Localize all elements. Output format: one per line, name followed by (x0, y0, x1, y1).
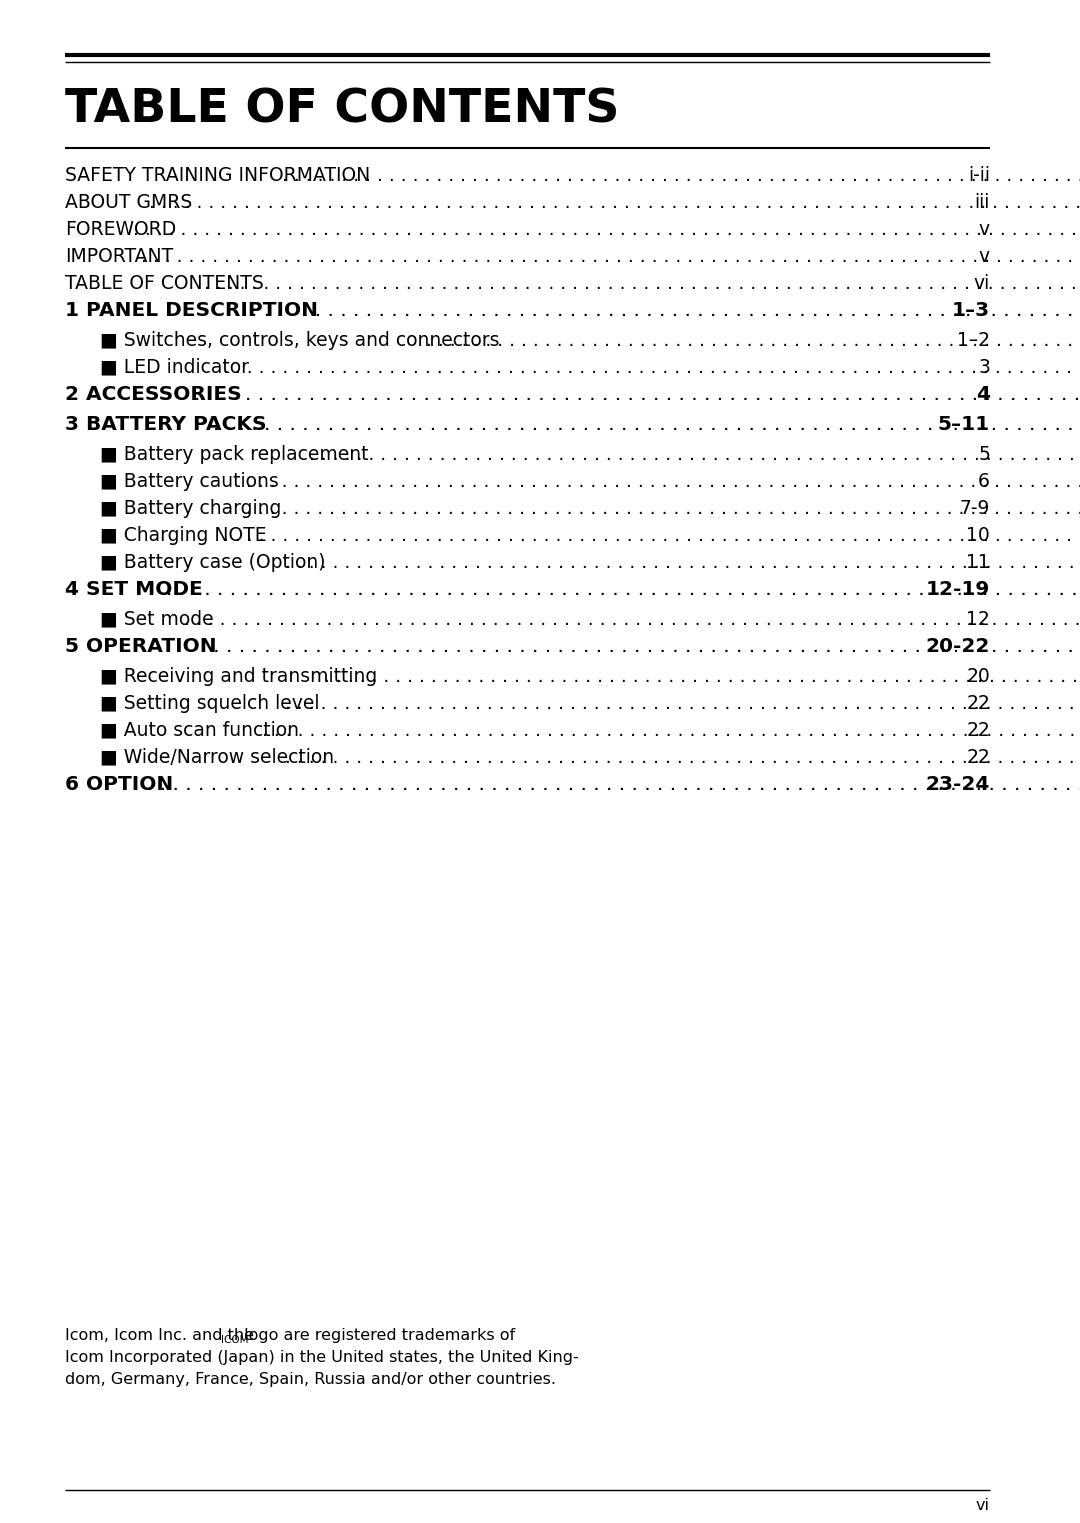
Text: 23-24: 23-24 (926, 775, 990, 793)
Text: . . . . . . . . . . . . . . . . . . . . . . . . . . . . . . . . . . . . . . . . : . . . . . . . . . . . . . . . . . . . . … (285, 553, 1080, 571)
Text: Icom Incorporated (Japan) in the United states, the United King-: Icom Incorporated (Japan) in the United … (65, 1349, 579, 1365)
Text: 6 OPTION: 6 OPTION (65, 775, 173, 793)
Text: . . . . . . . . . . . . . . . . . . . . . . . . . . . . . . . . . . . . . . . . : . . . . . . . . . . . . . . . . . . . . … (282, 166, 1080, 184)
Text: ■ Battery pack replacement: ■ Battery pack replacement (100, 445, 368, 463)
Text: SAFETY TRAINING INFORMATION: SAFETY TRAINING INFORMATION (65, 166, 370, 184)
Text: . . . . . . . . . . . . . . . . . . . . . . . . . . . . . . . . . . . . . . . . : . . . . . . . . . . . . . . . . . . . . … (285, 748, 1080, 766)
Text: 10: 10 (967, 525, 990, 545)
Text: 1–2: 1–2 (957, 330, 990, 349)
Text: . . . . . . . . . . . . . . . . . . . . . . . . . . . . . . . . . . . . . . . . : . . . . . . . . . . . . . . . . . . . . … (141, 247, 1080, 265)
Text: . . . . . . . . . . . . . . . . . . . . . . . . . . . . . . . . . . . . . . . . : . . . . . . . . . . . . . . . . . . . . … (285, 693, 1080, 713)
Text: TABLE OF CONTENTS: TABLE OF CONTENTS (65, 274, 264, 292)
Text: ■ Battery charging: ■ Battery charging (100, 498, 282, 518)
Text: ABOUT GMRS: ABOUT GMRS (65, 192, 192, 212)
Text: . . . . . . . . . . . . . . . . . . . . . . . . . . . . . . . . . . . . . . . . : . . . . . . . . . . . . . . . . . . . . … (147, 775, 1080, 793)
Text: 5: 5 (978, 445, 990, 463)
Text: 11: 11 (967, 553, 990, 571)
Text: 3: 3 (978, 358, 990, 376)
Text: . . . . . . . . . . . . . . . . . . . . . . . . . . . . . . . . . . . . . . . . : . . . . . . . . . . . . . . . . . . . . … (262, 720, 1080, 740)
Text: . . . . . . . . . . . . . . . . . . . . . . . . . . . . . . . . . . . . . . . . : . . . . . . . . . . . . . . . . . . . . … (309, 445, 1080, 463)
Text: 22: 22 (967, 693, 990, 713)
Text: 4: 4 (976, 384, 990, 404)
Text: FOREWORD: FOREWORD (65, 219, 176, 239)
Text: 20-22: 20-22 (926, 637, 990, 655)
Text: 4 SET MODE: 4 SET MODE (65, 579, 203, 599)
Text: . . . . . . . . . . . . . . . . . . . . . . . . . . . . . . . . . . . . . . . . : . . . . . . . . . . . . . . . . . . . . … (213, 414, 1080, 434)
Text: 12-19: 12-19 (926, 579, 990, 599)
Text: 1–3: 1–3 (951, 300, 990, 320)
Text: 22: 22 (967, 720, 990, 740)
Text: . . . . . . . . . . . . . . . . . . . . . . . . . . . . . . . . . . . . . . . . : . . . . . . . . . . . . . . . . . . . . … (251, 300, 1080, 320)
Text: ■ Wide/Narrow selection: ■ Wide/Narrow selection (100, 748, 334, 766)
Text: TABLE OF CONTENTS: TABLE OF CONTENTS (65, 87, 620, 133)
Text: i-ii: i-ii (968, 166, 990, 184)
Text: . . . . . . . . . . . . . . . . . . . . . . . . . . . . . . . . . . . . . . . . : . . . . . . . . . . . . . . . . . . . . … (426, 330, 1080, 349)
Text: ■ Receiving and transmitting: ■ Receiving and transmitting (100, 667, 377, 685)
Text: . . . . . . . . . . . . . . . . . . . . . . . . . . . . . . . . . . . . . . . . : . . . . . . . . . . . . . . . . . . . . … (175, 637, 1080, 655)
Text: v: v (978, 247, 990, 265)
Text: iii: iii (974, 192, 990, 212)
Text: 2 ACCESSORIES: 2 ACCESSORIES (65, 384, 242, 404)
Text: . . . . . . . . . . . . . . . . . . . . . . . . . . . . . . . . . . . . . . . . : . . . . . . . . . . . . . . . . . . . . … (222, 525, 1080, 545)
Text: IMPORTANT: IMPORTANT (65, 247, 173, 265)
Text: . . . . . . . . . . . . . . . . . . . . . . . . . . . . . . . . . . . . . . . . : . . . . . . . . . . . . . . . . . . . . … (204, 274, 1080, 292)
Text: . . . . . . . . . . . . . . . . . . . . . . . . . . . . . . . . . . . . . . . . : . . . . . . . . . . . . . . . . . . . . … (246, 498, 1080, 518)
Text: . . . . . . . . . . . . . . . . . . . . . . . . . . . . . . . . . . . . . . . . : . . . . . . . . . . . . . . . . . . . . … (246, 472, 1080, 490)
Text: . . . . . . . . . . . . . . . . . . . . . . . . . . . . . . . . . . . . . . . . : . . . . . . . . . . . . . . . . . . . . … (222, 358, 1080, 376)
Text: ■ Charging NOTE: ■ Charging NOTE (100, 525, 267, 545)
Text: . . . . . . . . . . . . . . . . . . . . . . . . . . . . . . . . . . . . . . . . : . . . . . . . . . . . . . . . . . . . . … (184, 609, 1080, 629)
Text: 5–11: 5–11 (937, 414, 990, 434)
Text: ■ LED indicator: ■ LED indicator (100, 358, 249, 376)
Text: ■ Auto scan function: ■ Auto scan function (100, 720, 299, 740)
Text: ■ Battery cautions: ■ Battery cautions (100, 472, 279, 490)
Text: ■ Battery case (Option): ■ Battery case (Option) (100, 553, 325, 571)
Text: dom, Germany, France, Spain, Russia and/or other countries.: dom, Germany, France, Spain, Russia and/… (65, 1372, 556, 1387)
Text: logo are registered trademarks of: logo are registered trademarks of (239, 1328, 515, 1343)
Text: . . . . . . . . . . . . . . . . . . . . . . . . . . . . . . . . . . . . . . . . : . . . . . . . . . . . . . . . . . . . . … (149, 192, 1080, 212)
Text: vi: vi (976, 1497, 990, 1512)
Text: . . . . . . . . . . . . . . . . . . . . . . . . . . . . . . . . . . . . . . . . : . . . . . . . . . . . . . . . . . . . . … (134, 219, 1080, 239)
Text: 6: 6 (978, 472, 990, 490)
Text: 1 PANEL DESCRIPTION: 1 PANEL DESCRIPTION (65, 300, 318, 320)
Text: ■ Setting squelch level: ■ Setting squelch level (100, 693, 320, 713)
Text: 3 BATTERY PACKS: 3 BATTERY PACKS (65, 414, 267, 434)
Text: 20: 20 (967, 667, 990, 685)
Text: vi: vi (974, 274, 990, 292)
Text: Icom, Icom Inc. and the: Icom, Icom Inc. and the (65, 1328, 259, 1343)
Text: v: v (978, 219, 990, 239)
Text: . . . . . . . . . . . . . . . . . . . . . . . . . . . . . . . . . . . . . . . . : . . . . . . . . . . . . . . . . . . . . … (324, 667, 1080, 685)
Text: 12: 12 (967, 609, 990, 629)
Text: ICOM: ICOM (221, 1336, 248, 1345)
Text: 7-9: 7-9 (960, 498, 990, 518)
Text: 5 OPERATION: 5 OPERATION (65, 637, 217, 655)
Text: . . . . . . . . . . . . . . . . . . . . . . . . . . . . . . . . . . . . . . . . : . . . . . . . . . . . . . . . . . . . . … (165, 579, 1080, 599)
Text: . . . . . . . . . . . . . . . . . . . . . . . . . . . . . . . . . . . . . . . . : . . . . . . . . . . . . . . . . . . . . … (194, 384, 1080, 404)
Text: ■ Switches, controls, keys and connectors: ■ Switches, controls, keys and connector… (100, 330, 499, 349)
Text: ■ Set mode: ■ Set mode (100, 609, 214, 629)
Text: 22: 22 (967, 748, 990, 766)
